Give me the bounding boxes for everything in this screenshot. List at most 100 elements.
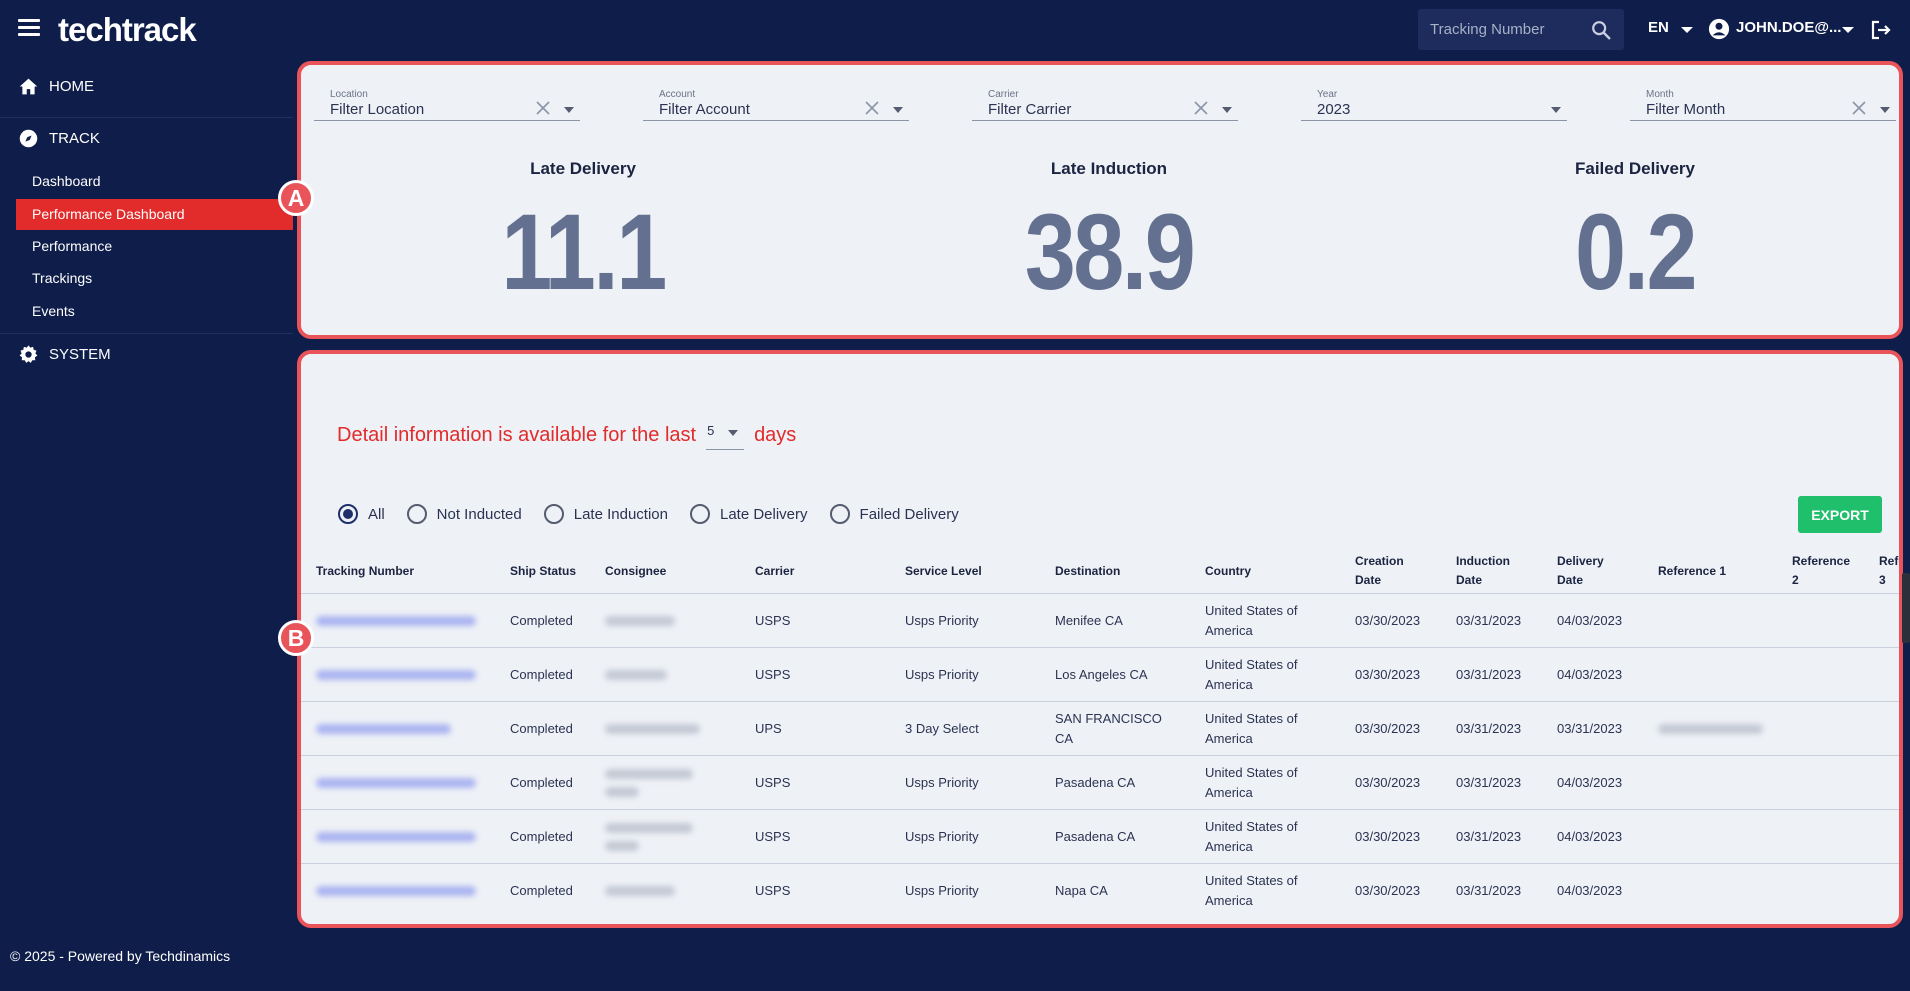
chevron-down-icon[interactable]	[1842, 27, 1854, 33]
radio-circle[interactable]	[543, 504, 564, 524]
radio-failed-delivery[interactable]: Failed Delivery	[829, 504, 959, 524]
annotation-marker-b: B	[278, 620, 314, 656]
account-circle-icon[interactable]	[1708, 18, 1730, 40]
menu-icon[interactable]	[18, 19, 40, 39]
kpi-title: Late Delivery	[530, 159, 636, 178]
chevron-down-icon[interactable]	[893, 107, 903, 113]
column-header-delivery-date[interactable]: Delivery Date	[1557, 554, 1604, 587]
creation-date: 03/30/2023	[1355, 829, 1421, 844]
chevron-down-icon[interactable]	[1551, 107, 1561, 113]
sidebar-item-events[interactable]: Events	[32, 303, 75, 319]
nav-home[interactable]: HOME	[18, 76, 94, 97]
table-row[interactable]: Completed USPS Usps Priority Los Angeles…	[301, 648, 1899, 702]
detail-info: Detail information is available for the …	[337, 420, 796, 450]
creation-date: 03/30/2023	[1355, 721, 1421, 736]
radio-all[interactable]: All	[338, 504, 385, 524]
table-row[interactable]: Completed USPS Usps Priority Pasadena CA…	[301, 756, 1899, 810]
nav-track[interactable]: TRACK	[18, 128, 100, 149]
column-header-reference-2[interactable]: Reference 2	[1792, 554, 1851, 587]
home-icon	[19, 78, 38, 95]
kpi-value: 0.2	[1575, 191, 1698, 312]
country: United States of America	[1205, 657, 1298, 692]
column-header-carrier[interactable]: Carrier	[755, 564, 795, 578]
radio-late-induction[interactable]: Late Induction	[543, 504, 668, 524]
close-icon[interactable]	[865, 101, 879, 115]
column-header-consignee[interactable]: Consignee	[605, 564, 667, 578]
carrier: UPS	[755, 721, 782, 736]
tracking-search-input[interactable]	[1430, 9, 1590, 50]
app-logo[interactable]: techtrack	[58, 11, 197, 48]
filter-value: Filter Location	[330, 101, 425, 118]
nav-home-label: HOME	[49, 78, 94, 95]
sidebar-item-dashboard[interactable]: Dashboard	[32, 173, 101, 189]
detail-panel: Detail information is available for the …	[297, 350, 1903, 928]
radio-not-inducted[interactable]: Not Inducted	[406, 504, 522, 524]
table-row[interactable]: Completed USPS Usps Priority Menifee CA …	[301, 594, 1899, 648]
ship-status: Completed	[510, 721, 573, 736]
sidebar: HOME TRACK Dashboard Performance Dashboa…	[0, 60, 293, 930]
column-header-reference-1[interactable]: Reference 1	[1658, 564, 1727, 578]
scrollbar-thumb[interactable]	[1902, 573, 1910, 643]
radio-late-delivery[interactable]: Late Delivery	[689, 504, 808, 524]
redacted-consignee	[605, 724, 700, 734]
column-header-tracking-number[interactable]: Tracking Number	[316, 564, 415, 578]
column-header-service-level[interactable]: Service Level	[905, 564, 982, 578]
sidebar-item-performance-dashboard[interactable]: Performance Dashboard	[16, 199, 293, 230]
logout-icon[interactable]	[1869, 18, 1893, 42]
table-row[interactable]: Completed UPS 3 Day Select SAN FRANCISCO…	[301, 702, 1899, 756]
user-menu[interactable]: JOHN.DOE@...	[1736, 19, 1842, 36]
carrier-filter[interactable]: Carrier Filter Carrier	[972, 83, 1238, 121]
language-selector[interactable]: EN	[1648, 19, 1669, 36]
close-icon[interactable]	[536, 101, 550, 115]
redacted-reference	[1658, 724, 1763, 734]
chevron-down-icon[interactable]	[1880, 107, 1890, 113]
nav-system[interactable]: SYSTEM	[18, 344, 111, 365]
redacted-tracking-link[interactable]	[316, 616, 476, 626]
divider	[0, 117, 293, 118]
sidebar-item-trackings[interactable]: Trackings	[32, 270, 93, 286]
creation-date: 03/30/2023	[1355, 613, 1421, 628]
table-row[interactable]: Completed USPS Usps Priority Napa CA Uni…	[301, 864, 1899, 918]
month-filter[interactable]: Month Filter Month	[1630, 83, 1896, 121]
close-icon[interactable]	[1194, 101, 1208, 115]
column-header-country[interactable]: Country	[1205, 564, 1251, 578]
induction-date: 03/31/2023	[1456, 667, 1522, 682]
search-icon[interactable]	[1590, 19, 1612, 41]
service-level: Usps Priority	[905, 883, 979, 898]
year-filter[interactable]: Year 2023	[1301, 83, 1567, 121]
chevron-down-icon[interactable]	[564, 107, 574, 113]
radio-circle[interactable]	[338, 504, 358, 524]
induction-date: 03/31/2023	[1456, 613, 1522, 628]
redacted-tracking-link[interactable]	[316, 724, 451, 734]
column-header-destination[interactable]: Destination	[1055, 564, 1121, 578]
chevron-down-icon[interactable]	[1222, 107, 1232, 113]
radio-circle[interactable]	[689, 504, 710, 524]
location-filter[interactable]: Location Filter Location	[314, 83, 580, 121]
induction-date: 03/31/2023	[1456, 829, 1522, 844]
redacted-tracking-link[interactable]	[316, 886, 476, 896]
redacted-consignee	[605, 841, 639, 851]
chevron-down-icon[interactable]	[1681, 27, 1693, 33]
country: United States of America	[1205, 603, 1298, 638]
radio-circle[interactable]	[829, 504, 850, 524]
sidebar-item-performance[interactable]: Performance	[32, 238, 113, 254]
column-header-induction-date[interactable]: Induction Date	[1456, 554, 1510, 587]
redacted-tracking-link[interactable]	[316, 832, 476, 842]
days-select[interactable]: 5	[706, 420, 745, 450]
export-button[interactable]: EXPORT	[1798, 496, 1882, 533]
column-header-ship-status[interactable]: Ship Status	[510, 564, 577, 578]
column-header-creation-date[interactable]: Creation Date	[1355, 554, 1404, 587]
delivery-date: 04/03/2023	[1557, 829, 1623, 844]
table-row[interactable]: Completed USPS Usps Priority Pasadena CA…	[301, 810, 1899, 864]
radio-label: Late Induction	[573, 505, 668, 523]
column-header-reference-3[interactable]: Refe3	[1879, 554, 1899, 587]
ship-status: Completed	[510, 775, 573, 790]
account-filter[interactable]: Account Filter Account	[643, 83, 909, 121]
divider	[0, 333, 293, 334]
tracking-search[interactable]	[1418, 9, 1624, 50]
redacted-tracking-link[interactable]	[316, 670, 476, 680]
redacted-tracking-link[interactable]	[316, 778, 476, 788]
close-icon[interactable]	[1852, 101, 1866, 115]
radio-circle[interactable]	[406, 504, 427, 524]
radio-label: Failed Delivery	[859, 505, 959, 523]
